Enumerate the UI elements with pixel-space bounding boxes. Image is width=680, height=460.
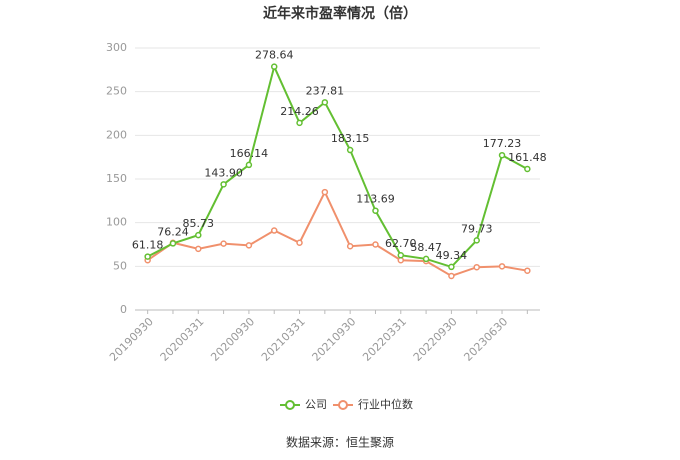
x-tick-label: 20230630 bbox=[461, 315, 510, 364]
data-label: 113.69 bbox=[356, 193, 395, 206]
x-tick-label: 20220930 bbox=[411, 315, 460, 364]
point bbox=[346, 242, 354, 250]
point bbox=[220, 181, 227, 188]
point bbox=[448, 263, 455, 271]
point bbox=[245, 242, 253, 249]
source: 数据来源：恒生聚源 bbox=[286, 435, 394, 450]
point bbox=[372, 207, 379, 214]
point bbox=[195, 231, 202, 239]
series-line bbox=[147, 63, 528, 269]
legend-label: 公司 bbox=[305, 398, 327, 411]
legend-label: 行业中位数 bbox=[358, 397, 413, 411]
y-tick-label: 200 bbox=[106, 128, 127, 141]
data-label: 61.18 bbox=[132, 239, 164, 252]
point bbox=[498, 263, 506, 270]
point bbox=[321, 99, 329, 106]
data-label: 183.15 bbox=[331, 132, 370, 145]
data-label: 177.23 bbox=[483, 137, 522, 150]
x-tick-label: 20200930 bbox=[208, 315, 257, 364]
point bbox=[296, 239, 303, 247]
y-tick-label: 150 bbox=[106, 172, 127, 185]
series-line bbox=[147, 189, 528, 278]
chart-title: 近年来市盈率情况（倍） bbox=[263, 5, 417, 22]
point bbox=[346, 146, 354, 154]
legend-marker bbox=[285, 400, 295, 410]
x-tick-label: 20210331 bbox=[259, 315, 308, 364]
data-label: 49.34 bbox=[436, 249, 468, 262]
point bbox=[321, 188, 329, 196]
point bbox=[422, 255, 430, 263]
point bbox=[270, 63, 278, 70]
legend-marker bbox=[338, 400, 348, 410]
x-tick-label: 20200331 bbox=[158, 315, 207, 364]
y-tick-label: 250 bbox=[106, 85, 127, 98]
y-tick-label: 50 bbox=[113, 259, 127, 272]
point bbox=[220, 240, 227, 247]
y-tick-label: 0 bbox=[120, 303, 127, 316]
data-label: 278.64 bbox=[255, 49, 294, 62]
x-tick-label: 20220331 bbox=[360, 315, 409, 364]
data-label: 166.14 bbox=[230, 147, 269, 160]
data-label: 79.73 bbox=[461, 222, 493, 235]
point bbox=[372, 241, 379, 248]
data-label: 58.47 bbox=[410, 241, 442, 254]
x-tick-label: 20190930 bbox=[107, 315, 156, 364]
point bbox=[473, 237, 480, 244]
y-tick-label: 300 bbox=[106, 41, 127, 54]
data-label: 62.70 bbox=[385, 237, 417, 250]
y-tick-label: 100 bbox=[106, 216, 127, 229]
data-label: 161.48 bbox=[508, 151, 547, 164]
point bbox=[473, 263, 480, 271]
point bbox=[296, 119, 303, 127]
point bbox=[195, 245, 202, 253]
point bbox=[169, 240, 177, 247]
data-label: 214.26 bbox=[280, 105, 319, 118]
point bbox=[524, 267, 531, 274]
x-tick-label: 20210930 bbox=[310, 315, 359, 364]
point bbox=[397, 251, 405, 259]
point bbox=[448, 272, 455, 280]
point bbox=[498, 151, 506, 159]
data-label: 85.73 bbox=[183, 217, 215, 230]
point bbox=[144, 253, 151, 260]
point bbox=[270, 227, 278, 234]
data-label: 237.81 bbox=[306, 84, 345, 97]
point bbox=[245, 161, 253, 169]
data-label: 76.24 bbox=[157, 225, 189, 238]
data-label: 143.90 bbox=[204, 166, 243, 179]
point bbox=[524, 165, 531, 173]
